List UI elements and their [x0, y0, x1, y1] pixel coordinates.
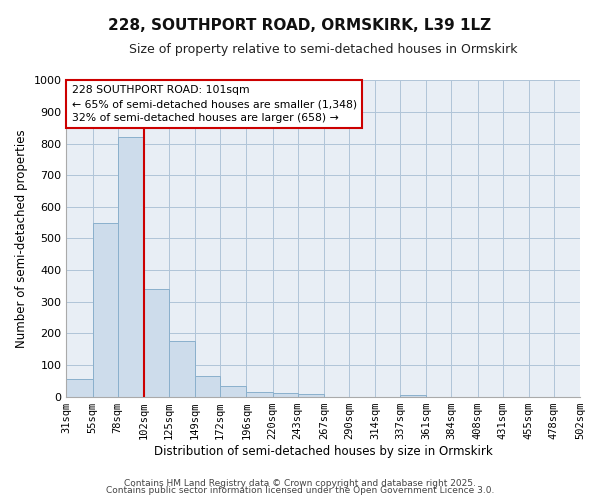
Title: Size of property relative to semi-detached houses in Ormskirk: Size of property relative to semi-detach…	[129, 42, 517, 56]
Bar	[169, 341, 195, 396]
Bar	[195, 376, 220, 396]
Bar	[298, 394, 324, 396]
X-axis label: Distribution of semi-detached houses by size in Ormskirk: Distribution of semi-detached houses by …	[154, 444, 493, 458]
Bar	[144, 289, 169, 397]
Bar	[400, 395, 426, 396]
Text: 228 SOUTHPORT ROAD: 101sqm
← 65% of semi-detached houses are smaller (1,348)
32%: 228 SOUTHPORT ROAD: 101sqm ← 65% of semi…	[71, 85, 356, 123]
Text: Contains HM Land Registry data © Crown copyright and database right 2025.: Contains HM Land Registry data © Crown c…	[124, 478, 476, 488]
Bar	[67, 379, 92, 396]
Bar	[118, 137, 144, 396]
Text: 228, SOUTHPORT ROAD, ORMSKIRK, L39 1LZ: 228, SOUTHPORT ROAD, ORMSKIRK, L39 1LZ	[109, 18, 491, 32]
Bar	[247, 392, 272, 396]
Text: Contains public sector information licensed under the Open Government Licence 3.: Contains public sector information licen…	[106, 486, 494, 495]
Bar	[92, 222, 118, 396]
Bar	[272, 393, 298, 396]
Bar	[220, 386, 247, 396]
Y-axis label: Number of semi-detached properties: Number of semi-detached properties	[15, 129, 28, 348]
